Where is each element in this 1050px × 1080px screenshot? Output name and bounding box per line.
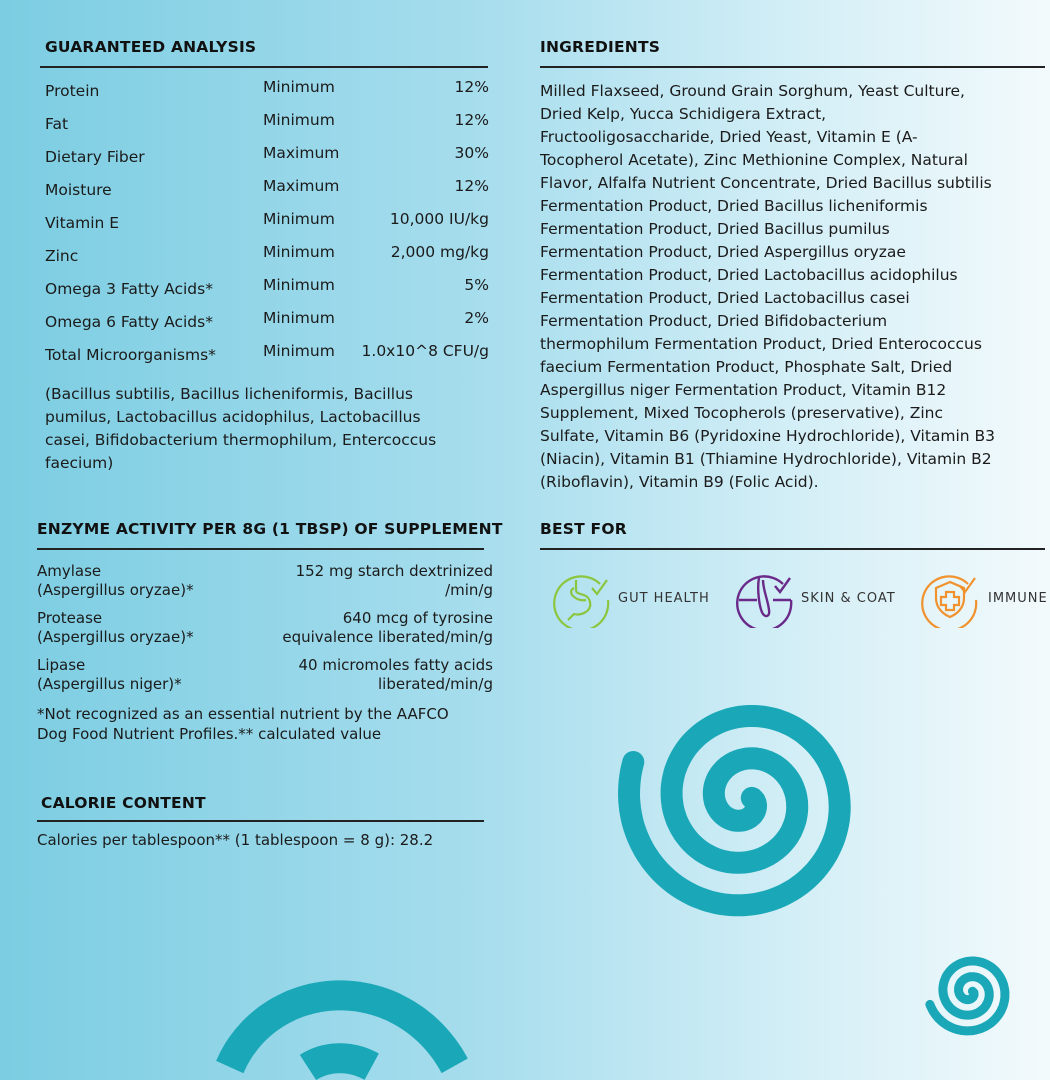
ingredient-line: (Riboflavin), Vitamin B9 (Folic Acid). bbox=[540, 473, 819, 491]
enzyme-name: (Aspergillus niger)* bbox=[37, 675, 182, 693]
best-for-gut-health: GUT HEALTH bbox=[552, 568, 710, 628]
nutrient-name: Moisture bbox=[45, 181, 112, 199]
best-for-label: SKIN & COAT bbox=[801, 590, 896, 606]
nutrient-basis: Minimum bbox=[263, 342, 335, 360]
enzyme-value: 40 micromoles fatty acids bbox=[298, 656, 494, 674]
analysis-row: Zinc Minimum 2,000 mg/kg bbox=[45, 243, 489, 276]
ingredient-line: Supplement, Mixed Tocopherols (preservat… bbox=[540, 404, 943, 422]
footnote-line: *Not recognized as an essential nutrient… bbox=[37, 705, 449, 723]
divider bbox=[40, 66, 488, 68]
analysis-row: Omega 3 Fatty Acids* Minimum 5% bbox=[45, 276, 489, 309]
note-line: pumilus, Lactobacillus acidophilus, Lact… bbox=[45, 408, 421, 426]
ingredient-line: Fermentation Product, Dried Lactobacillu… bbox=[540, 289, 910, 307]
nutrient-value: 12% bbox=[454, 177, 489, 195]
analysis-row: Moisture Maximum 12% bbox=[45, 177, 489, 210]
analysis-row: Dietary Fiber Maximum 30% bbox=[45, 144, 489, 177]
analysis-row: Vitamin E Minimum 10,000 IU/kg bbox=[45, 210, 489, 243]
ingredient-line: (Niacin), Vitamin B1 (Thiamine Hydrochlo… bbox=[540, 450, 992, 468]
enzyme-value: 152 mg starch dextrinized bbox=[295, 562, 493, 580]
nutrient-value: 30% bbox=[454, 144, 489, 162]
note-line: (Bacillus subtilis, Bacillus licheniform… bbox=[45, 385, 413, 403]
ingredient-line: Fermentation Product, Dried Bacillus lic… bbox=[540, 197, 928, 215]
best-for-immune: IMMUNE bbox=[920, 568, 1048, 628]
bottom-spiral bbox=[164, 995, 454, 1067]
note-line: casei, Bifidobacterium thermophilum, Ent… bbox=[45, 431, 437, 449]
stomach-check-icon bbox=[553, 575, 610, 628]
ingredient-line: Fermentation Product, Dried Bacillus pum… bbox=[540, 220, 890, 238]
ingredient-line: Sulfate, Vitamin B6 (Pyridoxine Hydrochl… bbox=[540, 427, 996, 445]
ingredient-line: Flavor, Alfalfa Nutrient Concentrate, Dr… bbox=[540, 174, 992, 192]
nutrient-value: 10,000 IU/kg bbox=[389, 210, 489, 228]
brand-logo-spiral bbox=[925, 956, 1010, 1036]
analysis-row: Omega 6 Fatty Acids* Minimum 2% bbox=[45, 309, 489, 342]
nutrient-basis: Minimum bbox=[263, 309, 335, 327]
ingredient-line: Fermentation Product, Dried Bifidobacter… bbox=[540, 312, 888, 330]
nutrient-value: 5% bbox=[464, 276, 489, 294]
best-for-label: GUT HEALTH bbox=[618, 590, 710, 606]
enzyme-value: liberated/min/g bbox=[378, 675, 493, 693]
enzyme-name: (Aspergillus oryzae)* bbox=[37, 628, 194, 646]
analysis-row: Fat Minimum 12% bbox=[45, 111, 489, 144]
ingredient-line: Fermentation Product, Dried Lactobacillu… bbox=[540, 266, 958, 284]
nutrient-basis: Minimum bbox=[263, 276, 335, 294]
nutrient-name: Omega 3 Fatty Acids* bbox=[45, 280, 213, 298]
ingredient-line: Dried Kelp, Yucca Schidigera Extract, bbox=[540, 105, 827, 123]
divider bbox=[37, 548, 484, 550]
hair-follicle-check-icon bbox=[736, 575, 793, 628]
guaranteed-analysis-title: GUARANTEED ANALYSIS bbox=[45, 38, 257, 56]
large-spiral bbox=[617, 705, 851, 917]
enzyme-name: Protease bbox=[37, 609, 103, 627]
footnote-line: Dog Food Nutrient Profiles.** calculated… bbox=[37, 725, 382, 743]
divider bbox=[540, 548, 1045, 550]
ingredient-line: Aspergillus niger Fermentation Product, … bbox=[540, 381, 947, 399]
ingredients-title: INGREDIENTS bbox=[540, 38, 661, 56]
nutrient-name: Vitamin E bbox=[45, 214, 120, 232]
note-line: faecium) bbox=[45, 454, 114, 472]
nutrient-value: 12% bbox=[454, 111, 489, 129]
best-for-skin-coat: SKIN & COAT bbox=[735, 568, 896, 628]
analysis-row: Protein Minimum 12% bbox=[45, 78, 489, 111]
calorie-text: Calories per tablespoon** (1 tablespoon … bbox=[37, 831, 434, 849]
nutrient-basis: Minimum bbox=[263, 243, 335, 261]
nutrient-basis: Minimum bbox=[263, 210, 335, 228]
ingredient-line: Fermentation Product, Dried Aspergillus … bbox=[540, 243, 906, 261]
enzyme-name: (Aspergillus oryzae)* bbox=[37, 581, 194, 599]
ingredient-line: Tocopherol Acetate), Zinc Methionine Com… bbox=[540, 151, 968, 169]
nutrient-basis: Maximum bbox=[263, 177, 340, 195]
nutrient-basis: Minimum bbox=[263, 78, 335, 96]
nutrient-name: Total Microorganisms* bbox=[45, 346, 216, 364]
nutrient-value: 2% bbox=[464, 309, 489, 327]
nutrient-name: Zinc bbox=[45, 247, 79, 265]
ingredient-line: thermophilum Fermentation Product, Dried… bbox=[540, 335, 982, 353]
enzyme-name: Amylase bbox=[37, 562, 102, 580]
best-for-label: IMMUNE bbox=[988, 590, 1048, 606]
shield-cross-check-icon bbox=[921, 575, 978, 628]
nutrient-value: 1.0x10^8 CFU/g bbox=[361, 342, 489, 360]
nutrient-basis: Maximum bbox=[263, 144, 340, 162]
nutrient-name: Dietary Fiber bbox=[45, 148, 145, 166]
ingredient-line: faecium Fermentation Product, Phosphate … bbox=[540, 358, 953, 376]
nutrient-name: Fat bbox=[45, 115, 69, 133]
best-for-title: BEST FOR bbox=[540, 520, 627, 538]
enzyme-value: /min/g bbox=[445, 581, 493, 599]
nutrient-name: Omega 6 Fatty Acids* bbox=[45, 313, 213, 331]
calorie-title: CALORIE CONTENT bbox=[41, 794, 206, 812]
enzyme-value: 640 mcg of tyrosine bbox=[342, 609, 493, 627]
ingredient-line: Milled Flaxseed, Ground Grain Sorghum, Y… bbox=[540, 82, 965, 100]
enzyme-value: equivalence liberated/min/g bbox=[282, 628, 493, 646]
enzyme-name: Lipase bbox=[37, 656, 86, 674]
ingredient-line: Fructooligosaccharide, Dried Yeast, Vita… bbox=[540, 128, 918, 146]
analysis-row: Total Microorganisms* Minimum 1.0x10^8 CFU… bbox=[45, 342, 489, 375]
divider bbox=[540, 66, 1045, 68]
enzyme-title: ENZYME ACTIVITY PER 8G (1 TBSP) OF SUPPL… bbox=[37, 520, 503, 538]
divider bbox=[37, 820, 484, 822]
ingredients-list: Milled Flaxseed, Ground Grain Sorghum, Y… bbox=[540, 80, 995, 494]
nutrient-basis: Minimum bbox=[263, 111, 335, 129]
nutrient-value: 2,000 mg/kg bbox=[390, 243, 489, 261]
nutrient-value: 12% bbox=[454, 78, 489, 96]
nutrient-name: Protein bbox=[45, 82, 100, 100]
